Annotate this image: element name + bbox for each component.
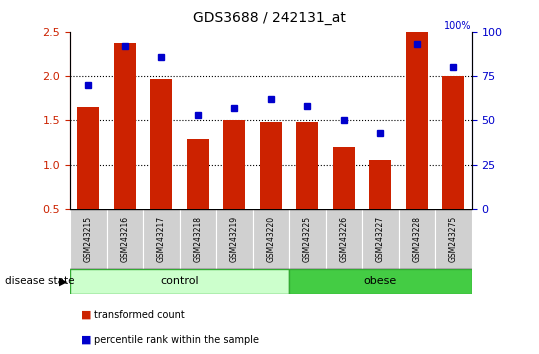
Text: GSM243275: GSM243275 — [449, 216, 458, 262]
Text: GSM243225: GSM243225 — [303, 216, 312, 262]
Bar — [70, 269, 289, 294]
Text: GSM243216: GSM243216 — [120, 216, 129, 262]
Bar — [333, 147, 355, 209]
Bar — [326, 209, 362, 269]
Text: GSM243228: GSM243228 — [412, 216, 421, 262]
Bar — [253, 209, 289, 269]
Bar — [443, 76, 464, 209]
Bar — [143, 209, 179, 269]
Text: GDS3688 / 242131_at: GDS3688 / 242131_at — [193, 11, 346, 25]
Bar — [296, 122, 319, 209]
Text: ■: ■ — [81, 310, 91, 320]
Bar — [399, 209, 435, 269]
Text: GSM243218: GSM243218 — [194, 216, 202, 262]
Text: 100%: 100% — [444, 21, 472, 31]
Text: disease state: disease state — [5, 276, 75, 286]
Bar — [107, 209, 143, 269]
Bar — [260, 122, 282, 209]
Bar — [362, 209, 399, 269]
Text: GSM243226: GSM243226 — [340, 216, 348, 262]
Bar — [187, 139, 209, 209]
Text: ■: ■ — [81, 335, 91, 345]
Bar — [369, 160, 391, 209]
Bar — [70, 209, 107, 269]
Text: GSM243220: GSM243220 — [266, 216, 275, 262]
Text: percentile rank within the sample: percentile rank within the sample — [94, 335, 259, 345]
Bar — [289, 209, 326, 269]
Bar — [435, 209, 472, 269]
Text: transformed count: transformed count — [94, 310, 185, 320]
Text: obese: obese — [364, 276, 397, 286]
Bar — [179, 209, 216, 269]
Bar — [216, 209, 253, 269]
Bar — [289, 269, 472, 294]
Bar — [114, 44, 136, 209]
Bar — [406, 8, 428, 209]
Text: GSM243227: GSM243227 — [376, 216, 385, 262]
Text: GSM243217: GSM243217 — [157, 216, 166, 262]
Text: control: control — [160, 276, 199, 286]
Text: ▶: ▶ — [59, 276, 67, 286]
Text: GSM243215: GSM243215 — [84, 216, 93, 262]
Text: GSM243219: GSM243219 — [230, 216, 239, 262]
Bar — [150, 79, 172, 209]
Bar — [223, 120, 245, 209]
Bar — [78, 107, 99, 209]
